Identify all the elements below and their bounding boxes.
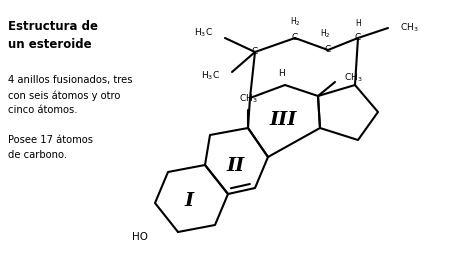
Text: C: C <box>252 48 258 57</box>
Text: H$_3$C: H$_3$C <box>194 27 213 39</box>
Text: H$_2$: H$_2$ <box>290 15 301 28</box>
Text: H$_3$C: H$_3$C <box>201 70 220 82</box>
Text: 4 anillos fusionados, tres
con seis átomos y otro
cinco átomos.

Posee 17 átomos: 4 anillos fusionados, tres con seis átom… <box>8 75 133 160</box>
Text: H$_2$: H$_2$ <box>319 28 330 40</box>
Text: HO: HO <box>132 232 148 242</box>
Text: Estructura de
un esteroide: Estructura de un esteroide <box>8 20 98 51</box>
Text: H: H <box>355 19 361 28</box>
Text: II: II <box>227 157 245 175</box>
Text: C: C <box>355 33 361 42</box>
Text: H: H <box>278 69 285 78</box>
Text: I: I <box>185 191 194 210</box>
Text: C: C <box>325 45 331 54</box>
Text: CH$_3$: CH$_3$ <box>344 72 363 84</box>
Text: C: C <box>292 33 298 42</box>
Text: III: III <box>270 111 297 129</box>
Text: CH$_3$: CH$_3$ <box>400 22 419 34</box>
Text: CH$_3$: CH$_3$ <box>239 92 257 105</box>
